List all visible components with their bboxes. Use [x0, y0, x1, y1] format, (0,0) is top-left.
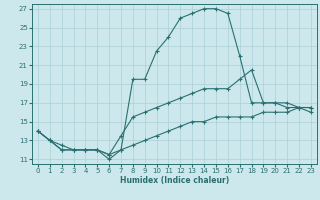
X-axis label: Humidex (Indice chaleur): Humidex (Indice chaleur) [120, 176, 229, 185]
